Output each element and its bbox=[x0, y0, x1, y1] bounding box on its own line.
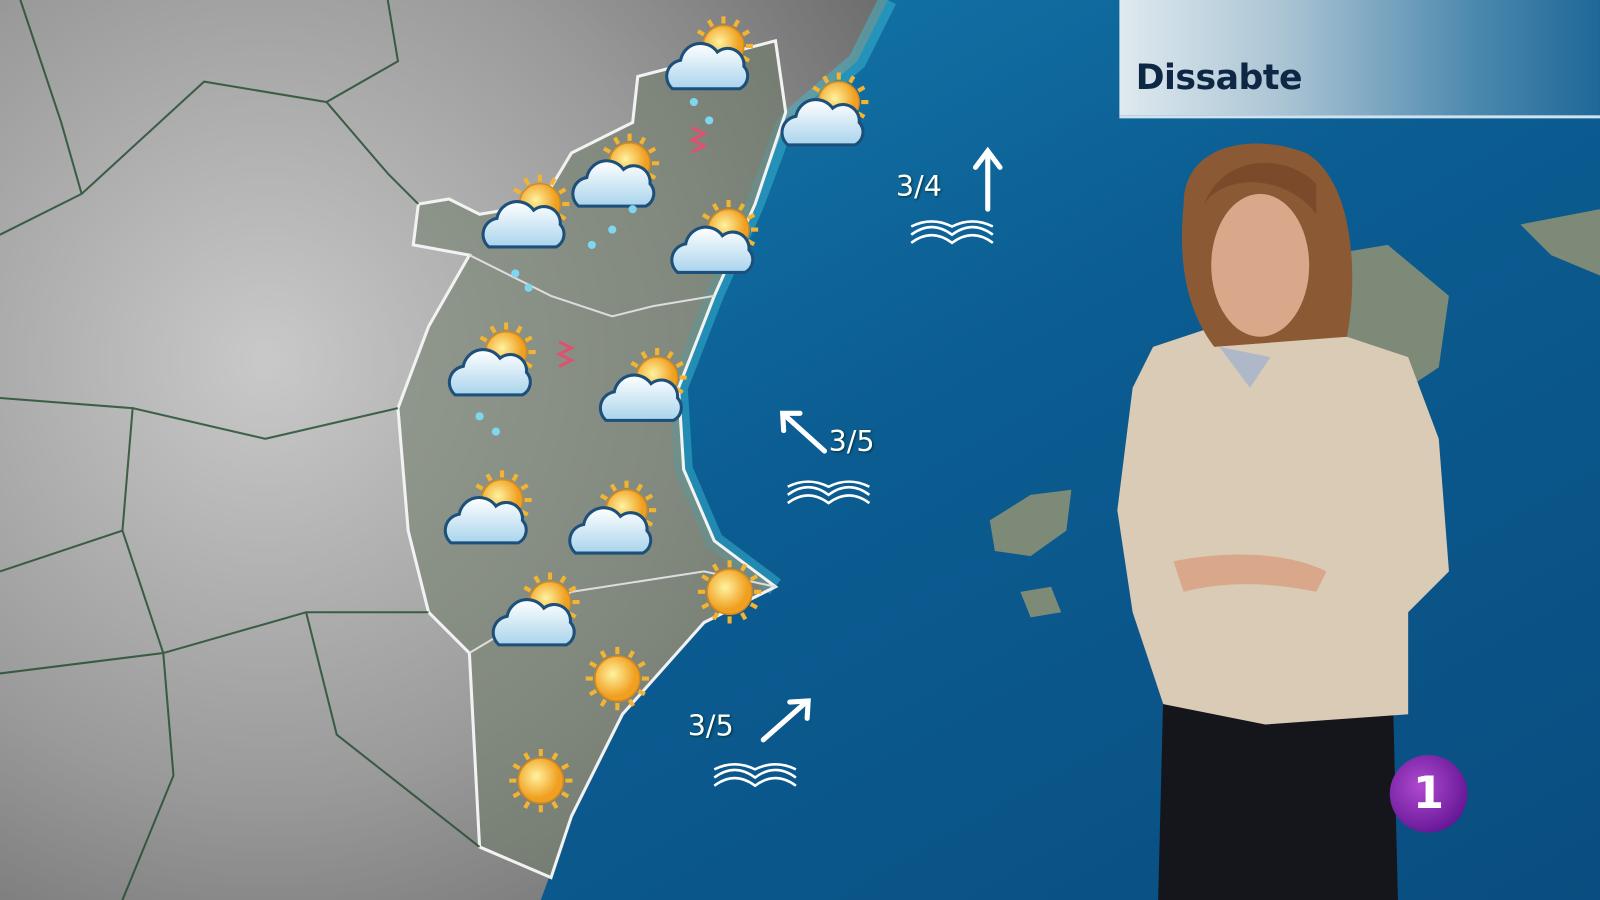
waves-icon bbox=[713, 220, 994, 788]
sun-behind-cloud-icon bbox=[561, 480, 663, 577]
sun-behind-cloud-icon bbox=[658, 15, 760, 112]
sun-behind-cloud-icon bbox=[663, 199, 765, 296]
sun-behind-cloud-icon bbox=[474, 173, 576, 270]
presenter bbox=[1117, 143, 1449, 900]
sea-state-force-north: 3/4 bbox=[895, 169, 942, 204]
arrow-north-east-icon bbox=[760, 698, 811, 743]
island-ibiza bbox=[989, 489, 1072, 557]
sun-icon bbox=[679, 546, 781, 643]
island-formentera bbox=[1020, 586, 1062, 618]
sun-behind-cloud-icon bbox=[485, 571, 587, 668]
storm-icon bbox=[555, 126, 708, 368]
sun-icon bbox=[490, 735, 592, 832]
sea-state-force-south: 3/5 bbox=[687, 709, 734, 743]
sun-behind-cloud-icon bbox=[592, 347, 694, 444]
sun-icon bbox=[566, 633, 668, 730]
sea-state-force-center: 3/5 bbox=[828, 424, 875, 459]
rain-drops-icon bbox=[475, 97, 714, 436]
sun-behind-cloud-icon bbox=[773, 71, 875, 168]
sun-behind-cloud-icon bbox=[564, 133, 666, 230]
arrow-north-icon bbox=[972, 146, 1003, 212]
island-menorca bbox=[1520, 209, 1600, 276]
sun-behind-cloud-icon bbox=[437, 469, 539, 566]
sun-behind-cloud-icon bbox=[441, 321, 543, 418]
province-borders bbox=[0, 0, 481, 900]
arrow-north-west-icon bbox=[779, 410, 828, 454]
day-label: Dissabte bbox=[1135, 57, 1303, 98]
channel-logo: 1 bbox=[1389, 755, 1468, 833]
day-banner: Dissabte bbox=[1119, 0, 1600, 119]
island-mallorca bbox=[1326, 244, 1449, 388]
